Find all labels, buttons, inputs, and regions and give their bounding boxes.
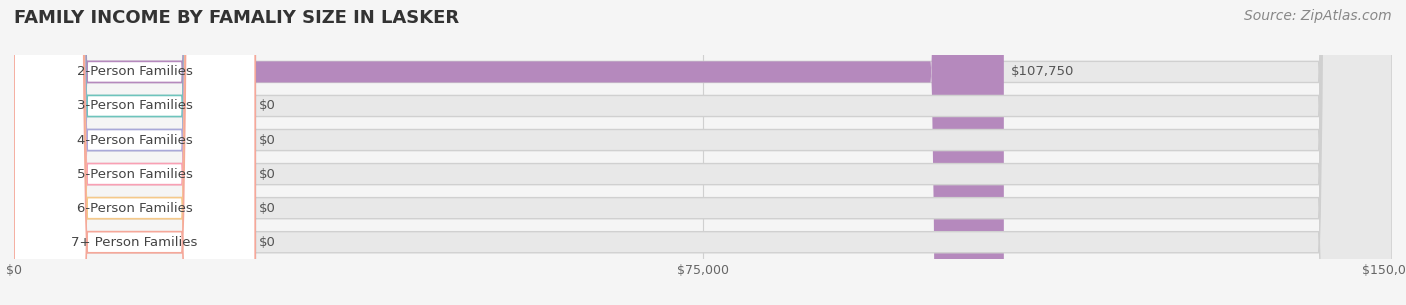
Text: 7+ Person Families: 7+ Person Families [72,236,198,249]
FancyBboxPatch shape [14,0,256,305]
Text: Source: ZipAtlas.com: Source: ZipAtlas.com [1244,9,1392,23]
FancyBboxPatch shape [14,0,256,305]
FancyBboxPatch shape [14,0,1004,305]
FancyBboxPatch shape [14,0,1392,305]
FancyBboxPatch shape [14,0,256,305]
Text: FAMILY INCOME BY FAMALIY SIZE IN LASKER: FAMILY INCOME BY FAMALIY SIZE IN LASKER [14,9,460,27]
Text: 4-Person Families: 4-Person Families [77,134,193,146]
Text: 3-Person Families: 3-Person Families [77,99,193,113]
FancyBboxPatch shape [14,0,1392,305]
Text: $0: $0 [259,202,276,215]
FancyBboxPatch shape [14,0,256,305]
FancyBboxPatch shape [14,0,1392,305]
Text: $0: $0 [259,168,276,181]
FancyBboxPatch shape [14,0,1392,305]
Text: 6-Person Families: 6-Person Families [77,202,193,215]
FancyBboxPatch shape [14,0,256,305]
Text: 5-Person Families: 5-Person Families [77,168,193,181]
FancyBboxPatch shape [14,0,1392,305]
Text: 2-Person Families: 2-Person Families [77,66,193,78]
FancyBboxPatch shape [14,0,1392,305]
Text: $107,750: $107,750 [1011,66,1074,78]
Text: $0: $0 [259,236,276,249]
Text: $0: $0 [259,134,276,146]
FancyBboxPatch shape [14,0,256,305]
Text: $0: $0 [259,99,276,113]
